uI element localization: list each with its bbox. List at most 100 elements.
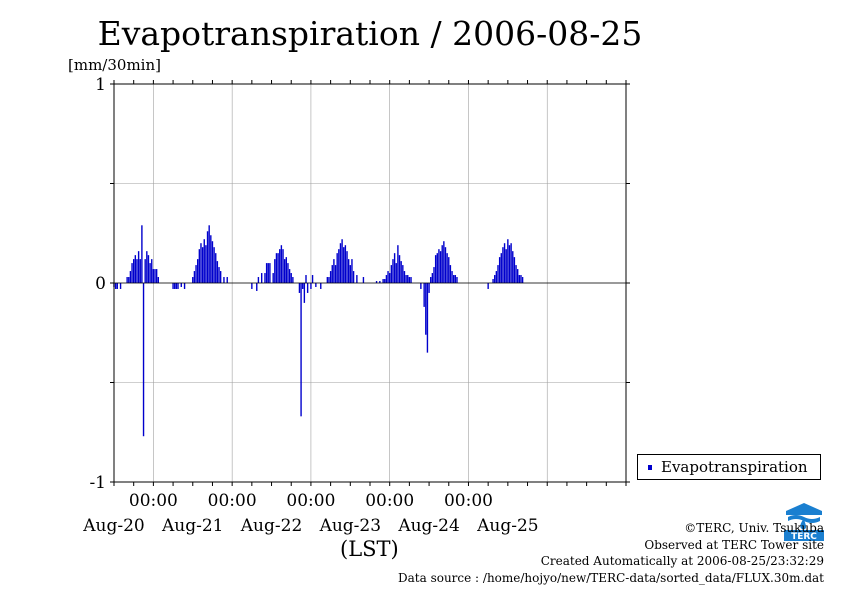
bar [320,283,322,289]
bar [269,263,271,283]
bar [129,271,132,283]
bar [134,255,137,283]
bar [211,241,214,283]
bar [444,247,447,283]
bar [201,247,204,283]
bar [310,283,312,289]
bar [434,255,437,283]
credits: ©TERC, Univ. Tsukuba Observed at TERC To… [398,520,824,586]
bar [215,253,217,283]
bar [279,249,281,283]
bar [287,263,289,283]
bar [387,271,389,283]
x-major-tick-label: 00:00 [286,491,335,511]
bar [155,269,158,283]
bar [375,281,378,283]
bar [256,283,258,291]
bar [277,253,279,283]
y-tick-label: -1 [89,473,106,493]
bar [183,283,186,289]
bar [395,263,397,283]
observed-text: Observed at TERC Tower site [644,537,824,552]
x-day-label: Aug-20 [82,516,144,536]
x-day-label: Aug-22 [240,516,302,536]
bar [512,251,514,283]
bar [428,283,430,293]
bar [497,265,499,283]
logo-text: TERC [791,532,817,541]
bar [349,265,352,283]
bar [339,243,342,283]
bar [116,283,118,289]
bar [346,251,348,283]
bar [507,239,509,283]
bar [265,263,268,283]
bar [146,251,148,283]
bar [305,275,307,283]
bar [338,249,340,283]
bar [219,271,222,283]
bar [315,283,317,287]
bar [438,249,440,283]
bar [300,283,302,417]
bar [218,267,220,283]
bar [351,259,353,283]
bar [446,253,448,283]
bar [280,245,283,283]
bar [508,245,511,283]
bar [520,275,522,283]
bar [392,259,394,283]
bar [423,283,425,307]
legend: Evapotranspiration [637,454,821,480]
bar [502,247,504,283]
created-text: Created Automatically at 2006-08-25/23:3… [540,554,824,568]
bar [141,225,143,283]
bar [149,263,151,283]
bar [433,267,435,283]
bar [157,277,160,283]
chart-title: Evapotranspiration / 2006-08-25 [97,14,643,53]
bar [272,273,274,283]
bar [132,259,135,283]
bar [426,283,429,353]
bar [393,253,396,283]
bar [344,245,347,283]
bar [382,279,384,283]
bar [326,277,329,283]
bar [213,247,215,283]
bar [195,265,197,283]
bar [439,251,442,283]
bar [452,275,455,283]
bar [379,281,381,283]
bar-series [113,225,524,437]
legend-swatch [648,465,652,470]
bar [288,269,291,283]
bar [154,269,156,283]
bar [456,277,458,283]
bar [193,271,196,283]
bar [203,239,205,283]
bar [311,275,314,283]
bar [441,245,443,283]
y-tick-label: 1 [95,75,106,95]
bar [114,283,117,289]
bar [328,277,330,283]
bar [403,271,406,283]
bar [223,277,225,283]
bar [131,263,133,283]
bar [137,251,140,283]
bar [196,259,199,283]
bar [405,275,407,283]
bar [408,277,411,283]
bar [503,243,506,283]
bar [285,257,288,283]
bar [518,275,521,283]
terc-logo-icon: TERC [784,503,824,541]
x-day-label: Aug-25 [476,516,538,536]
axes: -1 0 1 00:00 00:00 00:00 00:00 00:00 Aug-20 Aug-2… [82,75,630,536]
bar [362,277,365,283]
x-day-label: Aug-23 [319,516,381,536]
bar [292,277,294,283]
bar [425,283,427,335]
